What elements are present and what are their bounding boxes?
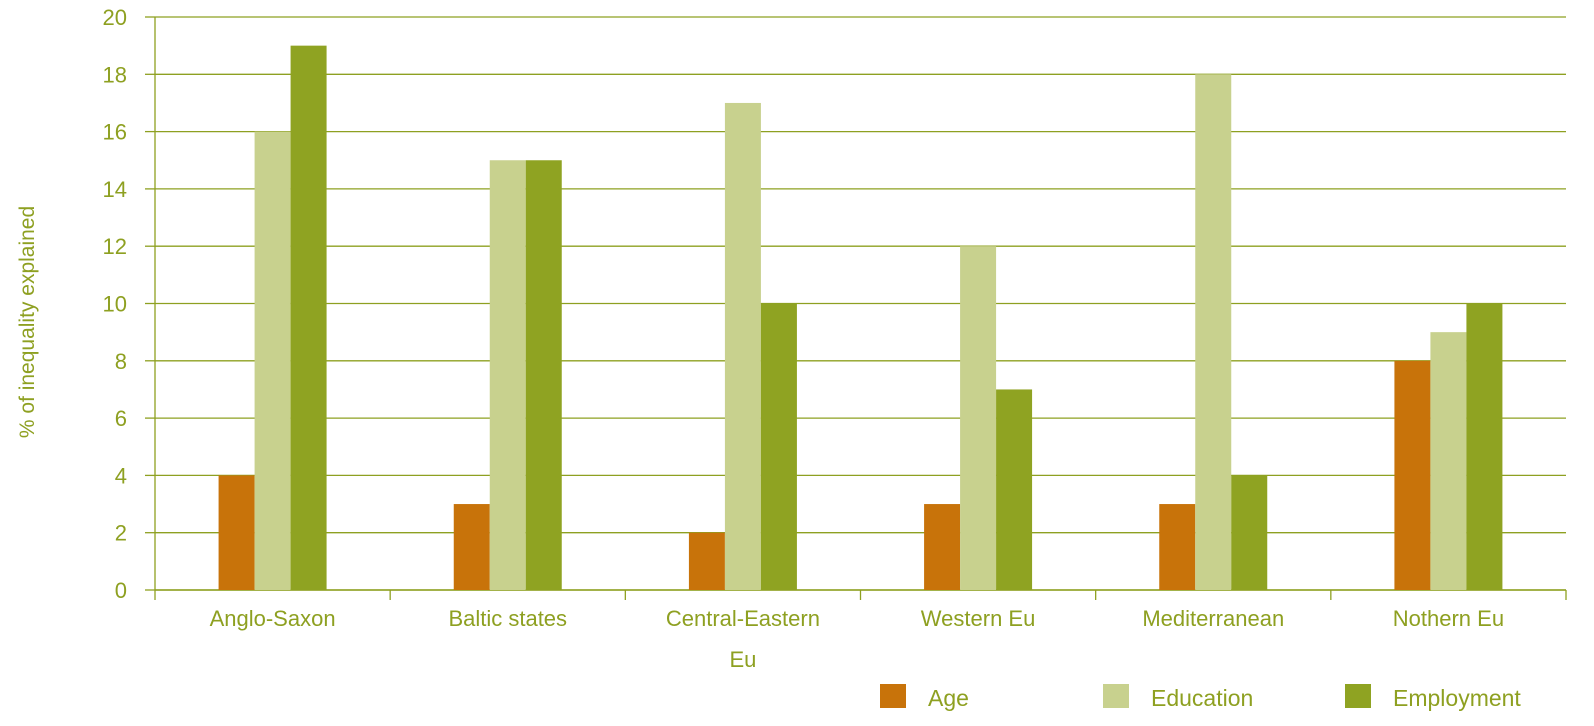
- bar-age: [1394, 360, 1431, 590]
- bar-education: [724, 102, 761, 590]
- x-axis: [154, 17, 1567, 600]
- y-tick-label: 16: [103, 120, 127, 145]
- y-tick-label: 0: [115, 578, 127, 603]
- x-axis-labels: Anglo-Saxon Baltic states Central-Eastern E…: [210, 606, 1504, 672]
- y-tick-label: 18: [103, 62, 127, 87]
- bar-employment: [1231, 475, 1268, 590]
- bar-age: [1159, 504, 1196, 590]
- x-tick-label: Central-Eastern Eu: [666, 606, 820, 672]
- legend-label-employment: Employment: [1393, 685, 1521, 711]
- bar-employment: [290, 45, 327, 590]
- legend: Age Education Employment: [880, 684, 1521, 711]
- bars: [218, 45, 1503, 591]
- bar-age: [688, 532, 725, 590]
- y-tick-label: 20: [103, 5, 127, 30]
- legend-swatch-employment: [1345, 684, 1371, 708]
- bar-employment: [996, 389, 1033, 590]
- bar-education: [489, 160, 526, 590]
- bar-education: [1195, 74, 1232, 591]
- x-tick-label: Baltic states: [448, 606, 567, 631]
- bar-employment: [1466, 303, 1503, 590]
- y-tick-label: 10: [103, 292, 127, 317]
- bar-education: [960, 246, 997, 590]
- legend-swatch-age: [880, 684, 906, 708]
- y-tick-label: 6: [115, 406, 127, 431]
- x-tick-label: Mediterranean: [1142, 606, 1284, 631]
- bar-age: [218, 475, 255, 590]
- bar-education: [254, 131, 291, 590]
- x-tick-label: Western Eu: [921, 606, 1036, 631]
- legend-label-education: Education: [1151, 685, 1253, 711]
- y-tick-label: 4: [115, 463, 127, 488]
- y-axis-ticks: 0 2 4 6 8 10 12 14 16 18 20: [103, 5, 127, 603]
- bar-employment: [760, 303, 797, 590]
- bar-age: [924, 504, 961, 590]
- y-tick-label: 12: [103, 234, 127, 259]
- bar-employment: [525, 160, 562, 590]
- bar-education: [1430, 332, 1467, 590]
- x-tick-label: Anglo-Saxon: [210, 606, 336, 631]
- bar-age: [453, 504, 490, 590]
- y-tick-label: 8: [115, 349, 127, 374]
- x-tick-label: Nothern Eu: [1393, 606, 1504, 631]
- legend-label-age: Age: [928, 685, 969, 711]
- y-axis-label: % of inequality explained: [16, 206, 39, 438]
- legend-swatch-education: [1103, 684, 1129, 708]
- gridlines: [145, 16, 1566, 591]
- y-tick-label: 2: [115, 521, 127, 546]
- y-tick-label: 14: [103, 177, 127, 202]
